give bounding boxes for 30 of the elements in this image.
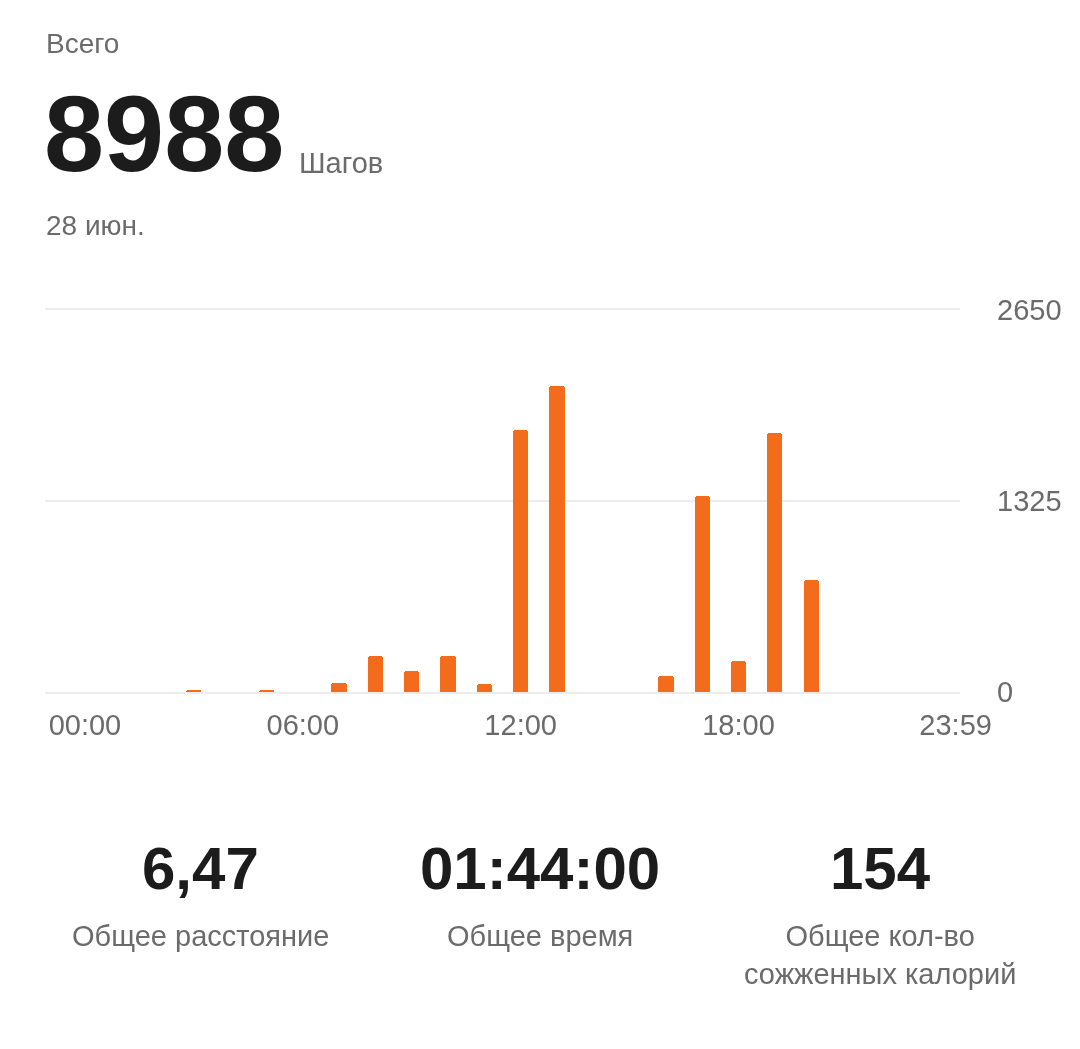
chart-title: Всего <box>46 27 120 59</box>
chart-subtitle: 28 июн. <box>46 210 145 241</box>
bar <box>549 386 565 692</box>
text: Общее время <box>447 920 634 952</box>
bar <box>477 684 492 692</box>
y-tick-label: 2650 <box>997 294 1062 327</box>
bar <box>404 671 419 692</box>
x-tick-label: 06:00 <box>266 708 340 741</box>
bar <box>658 676 674 692</box>
x-tick-label: 00:00 <box>48 708 122 741</box>
text: 8988 <box>44 73 285 194</box>
bar <box>804 580 819 692</box>
bar <box>767 433 782 692</box>
text: Общее расстояние <box>72 920 330 952</box>
text: 154 <box>830 835 931 902</box>
bar <box>368 656 383 692</box>
text: Общее кол-во сожженных калорий <box>744 920 1017 990</box>
bar <box>731 661 746 692</box>
y-tick-label: 0 <box>997 676 1014 709</box>
bar <box>440 656 456 692</box>
x-tick-label: 12:00 <box>484 708 557 741</box>
x-tick-label: 18:00 <box>702 708 775 741</box>
text: 01:44:00 <box>420 835 661 902</box>
text: 6,47 <box>142 835 259 902</box>
x-tick-label: 23:59 <box>919 708 992 741</box>
bar <box>513 430 528 692</box>
y-tick-label: 1325 <box>997 485 1062 518</box>
bar <box>331 683 347 692</box>
text: Шагов <box>299 147 384 179</box>
bar <box>695 496 710 692</box>
